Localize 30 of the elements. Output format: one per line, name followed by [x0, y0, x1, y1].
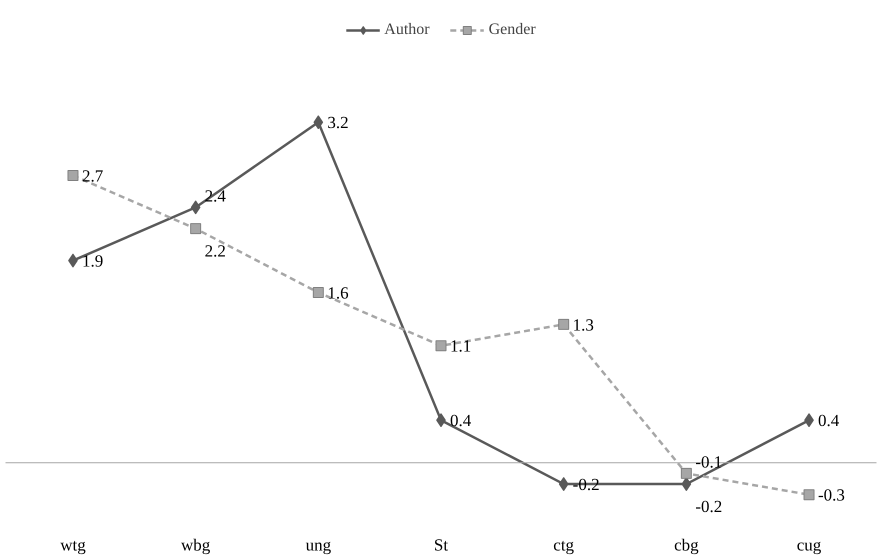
data-label: 0.4 — [450, 411, 472, 430]
point — [680, 468, 692, 479]
data-label: 2.7 — [82, 166, 104, 186]
point — [436, 340, 446, 352]
point — [313, 115, 324, 130]
x-tick-label: ctg — [553, 536, 575, 554]
point — [190, 223, 202, 234]
data-label: 1.1 — [450, 336, 472, 356]
data-label: 3.2 — [327, 113, 349, 132]
data-label: -0.2 — [695, 497, 722, 516]
data-label: 1.3 — [572, 315, 594, 334]
point — [804, 489, 815, 500]
x-tick-label: cug — [796, 536, 822, 554]
x-tick-label: wbg — [181, 536, 211, 554]
data-label: 1.6 — [327, 284, 349, 303]
legend-label: Author — [384, 21, 430, 39]
point — [67, 170, 78, 181]
data-label: 0.4 — [818, 411, 840, 430]
x-tick-label: ung — [306, 536, 332, 554]
data-label: -0.3 — [818, 486, 845, 505]
point — [558, 318, 570, 330]
point — [312, 287, 324, 298]
legend-label: Gender — [488, 21, 536, 39]
x-tick-label: St — [434, 536, 448, 554]
point — [558, 477, 569, 492]
data-label: 1.9 — [82, 252, 104, 271]
x-tick-label: wtg — [60, 536, 86, 554]
data-label: 2.2 — [204, 242, 226, 261]
data-label: -0.1 — [695, 452, 722, 472]
x-tick-label: cbg — [674, 536, 700, 554]
